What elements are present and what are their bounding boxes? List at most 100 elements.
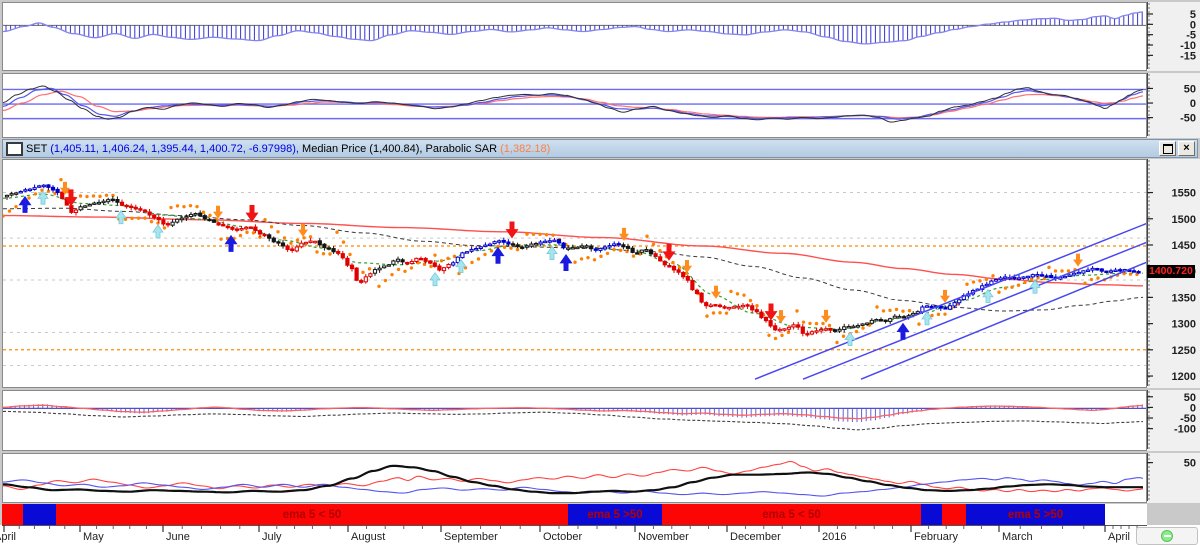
scale-tick-label: 50 [1184,458,1196,470]
ribbon-segment-red [2,504,23,525]
cyan-up-signal-arrow [921,311,933,326]
scale-tick-label: -5 [1186,30,1196,42]
ribbon-label: ema 5 >50 [1007,508,1064,521]
month-label: September [444,531,498,543]
month-label: August [351,531,386,543]
adx-plot [3,460,1144,497]
orange-down-signal-arrow [821,309,831,323]
parabolic-sar-value: (1,382.18) [500,142,551,155]
orange-down-signal-arrow [940,289,950,303]
adx-scale: 50 [1147,453,1200,503]
blue-up-signal-arrow [18,195,32,213]
price-candlestick-pane[interactable] [2,159,1147,388]
cyan-up-signal-arrow [982,288,994,304]
orange-down-signal-arrow [619,227,629,241]
status-button[interactable] [1136,527,1198,545]
scale-tick-label: 1200 [1172,371,1196,383]
adx-indicator-pane[interactable] [2,453,1147,503]
window-icon [6,141,23,156]
price-scale: 1400.720 1550150014501400135013001250120… [1147,159,1200,388]
symbol-name: SET [26,142,51,155]
scale-tick-label: 0 [1190,402,1196,414]
month-label: July [262,531,282,543]
ribbon-segment-blue [23,504,56,525]
scale-tick-label: -50 [1180,113,1196,125]
blue-up-signal-arrow [559,254,573,272]
macd-indicator-pane[interactable] [2,390,1147,451]
month-label: March [1002,531,1033,543]
red-down-signal-arrow [764,303,778,321]
red-down-signal-arrow [505,221,519,239]
scale-tick-label: 1350 [1172,292,1196,304]
scale-tick-label: 0 [1190,98,1196,110]
scale-tick-label: -10 [1180,40,1196,52]
ribbon-segment-red [942,504,966,525]
orange-down-signal-arrow [60,181,70,195]
cyan-up-signal-arrow [37,190,49,205]
scale-tick-label: 0 [1190,19,1196,31]
oscillator-indicator-pane[interactable] [2,73,1147,138]
ribbon-segment-blue [568,504,662,525]
oscillator-plot [3,85,1146,123]
close-button[interactable]: × [1178,141,1195,156]
blue-up-signal-arrow [896,322,910,340]
month-label: December [730,531,781,543]
ribbon-label: ema 5 >50 [587,508,643,521]
orange-down-signal-arrow [298,223,308,237]
scale-ruler: 50-5-10-15 [1147,2,1196,69]
date-axis: April May June July August September October No… [0,525,1200,545]
month-label: April [0,531,17,543]
scale-tick-label: 50 [1184,392,1196,404]
scale-tick-label: 5 [1190,9,1196,21]
month-label: May [83,531,104,543]
month-label: June [166,531,190,543]
orange-down-signal-arrow [213,205,223,219]
month-label: 2016 [822,531,847,543]
maximize-button[interactable] [1159,141,1176,156]
scale-tick-label: -15 [1180,50,1196,62]
ohlc-values: (1,405.11, 1,406.24, 1,395.44, 1,400.72,… [50,142,299,155]
blue-up-signal-arrow [491,246,505,264]
scale-tick-label: 1450 [1172,240,1196,252]
close-icon: × [1183,142,1190,154]
red-down-signal-arrow [662,243,676,261]
month-label: November [638,531,689,543]
cyan-up-signal-arrow [152,224,164,239]
last-price-tag: 1400.720 [1147,264,1195,278]
month-label: February [914,531,959,543]
scale-tick-label: 1250 [1172,345,1196,357]
scale-ruler: 50 [1147,453,1196,501]
ribbon-segment-blue [921,504,942,525]
momentum-indicator-pane[interactable] [2,2,1147,71]
orange-down-signal-arrow [682,259,692,273]
chart-title-bar[interactable]: SET (1,405.11, 1,406.24, 1,395.44, 1,400… [2,139,1198,158]
month-label: October [543,531,583,543]
date-axis-ruler [2,525,1147,532]
maximize-icon [1162,143,1173,154]
red-down-signal-arrow [245,205,259,223]
cyan-up-signal-arrow [115,210,127,225]
blue-up-signal-arrow [224,234,238,252]
orange-down-signal-arrow [776,310,786,324]
scale-tick-label: 1500 [1172,214,1196,226]
cyan-up-signal-arrow [429,271,441,287]
momentum-plot [3,11,1146,45]
cyan-up-signal-arrow [1029,279,1041,294]
median-price-label: Median Price (1,400.84), Parabolic SAR [298,142,501,155]
price-plot [3,177,1146,380]
scale-ruler: 50 0 -50 [1147,73,1196,136]
ribbon-segment-red [662,504,921,525]
ema-trend-ribbon: ema 5 < 50 ema 5 >50 ema 5 < 50 ema 5 >50 [2,504,1147,525]
ribbon-label: ema 5 < 50 [282,508,342,521]
ribbon-segment-blue [966,504,1105,525]
green-status-icon [1161,530,1173,542]
month-label: April [1108,531,1131,543]
oscillator-scale: 50 0 -50 [1147,73,1200,138]
macd-plot [3,404,1146,431]
scale-tick-label: 50 [1184,83,1196,95]
red-down-signal-arrow [64,189,78,207]
momentum-scale: 5 0 -5 -10 -15 [1147,2,1200,71]
macd-scale: 50 0 -50 -100 [1147,390,1200,451]
scale-tick-label: -50 [1180,413,1196,425]
